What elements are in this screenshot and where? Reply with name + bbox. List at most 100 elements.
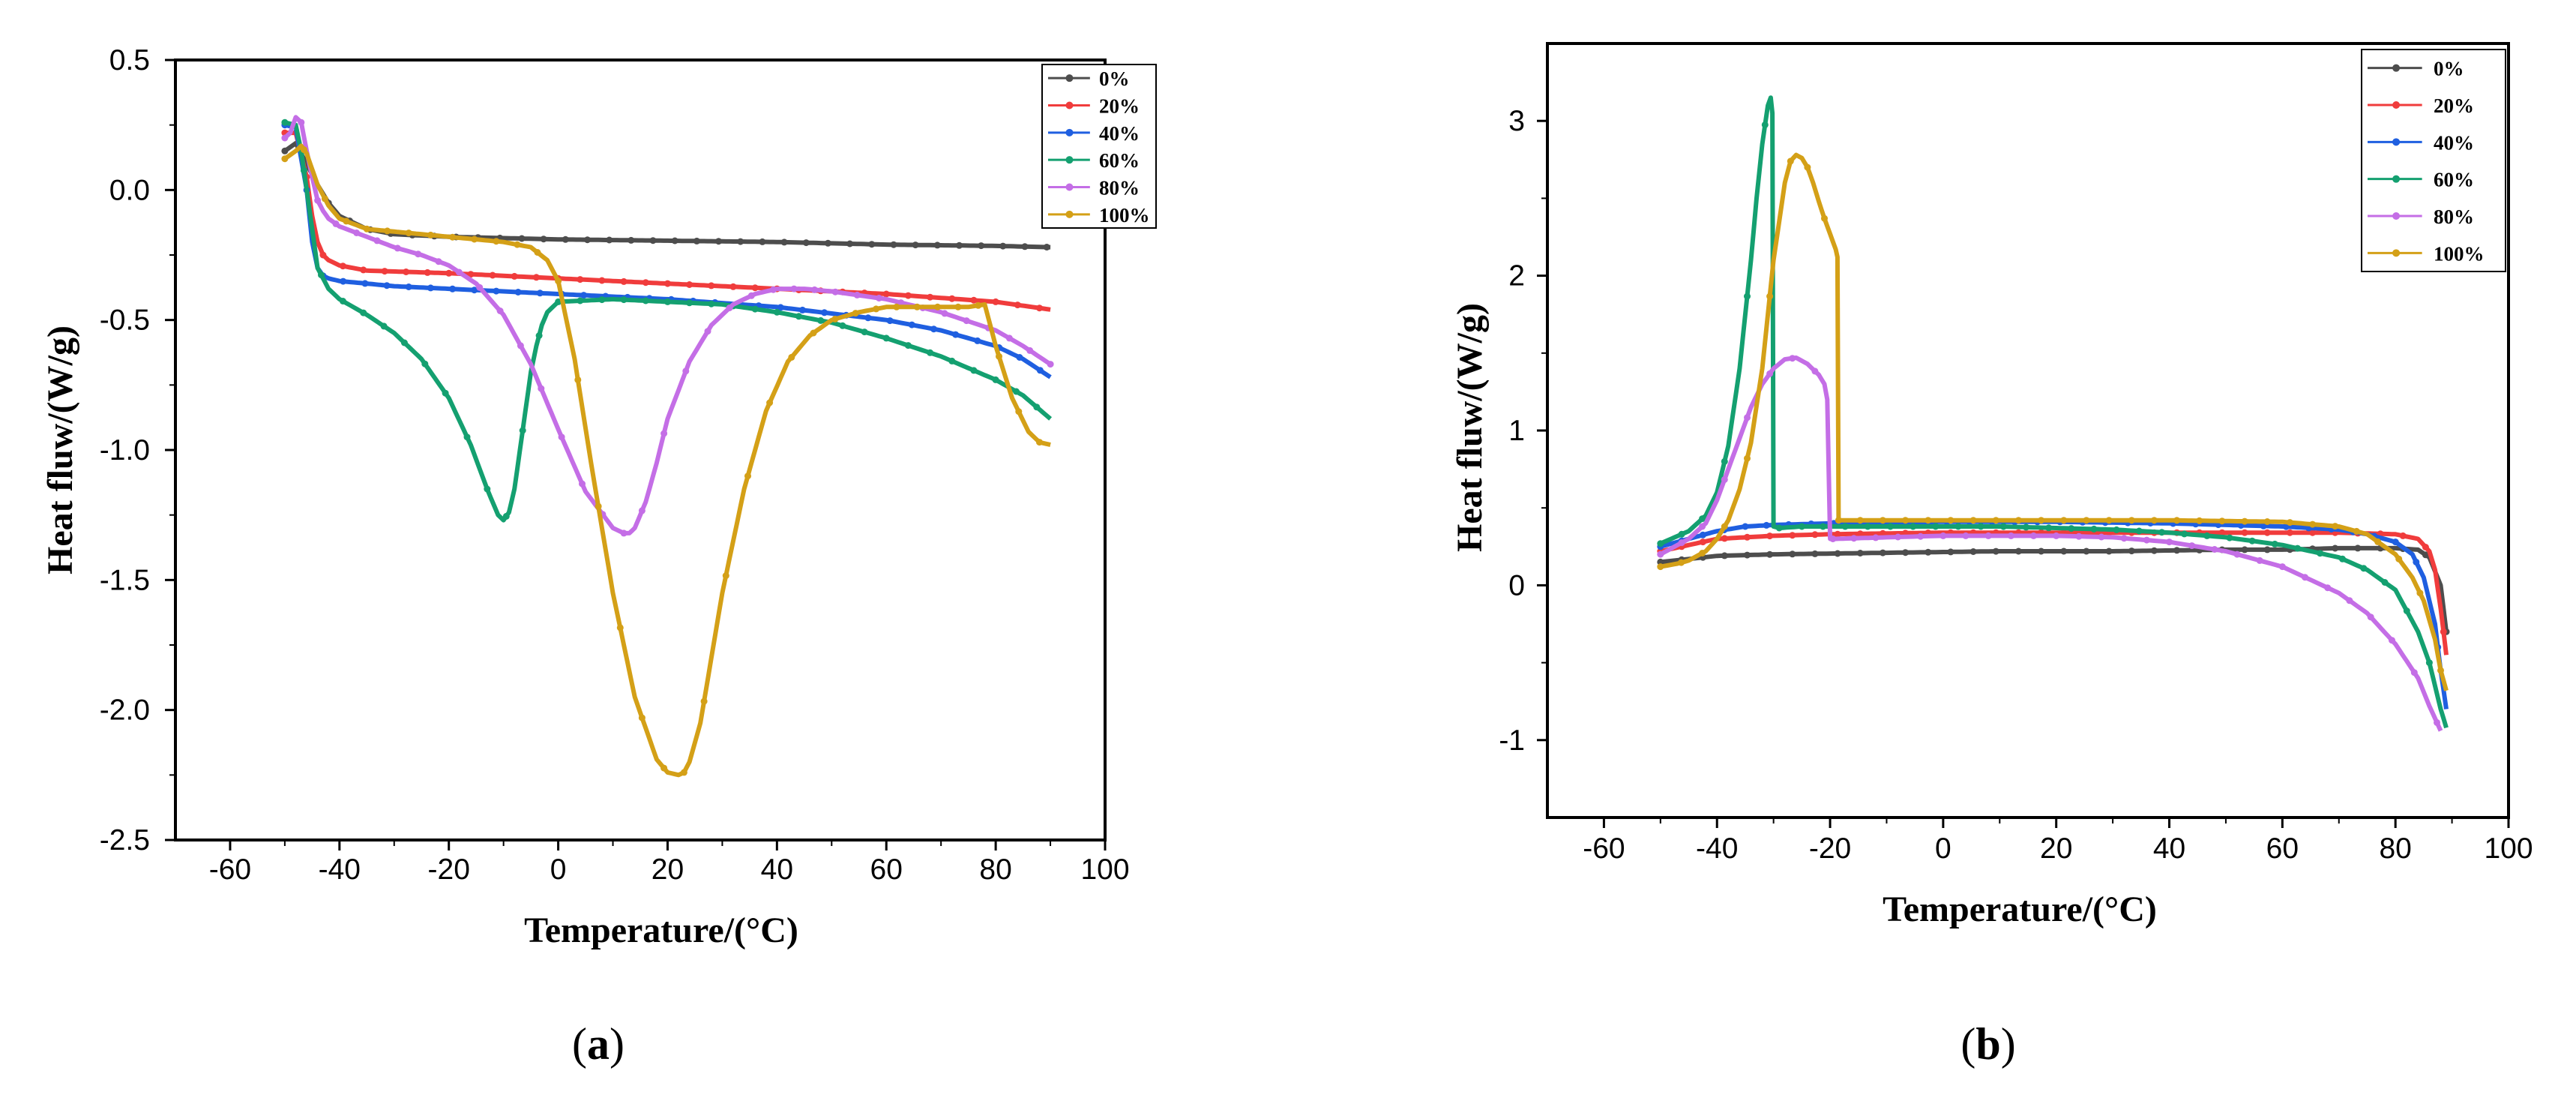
- series-point: [2166, 538, 2173, 546]
- series-point: [992, 298, 999, 305]
- series-point: [846, 240, 854, 248]
- x-tick-label: -20: [1809, 832, 1851, 865]
- series-point: [353, 230, 361, 236]
- series-point: [400, 339, 408, 346]
- series-point: [686, 299, 693, 307]
- series-point: [2143, 536, 2150, 544]
- series-0pct: [281, 140, 1051, 250]
- series-point: [886, 317, 894, 325]
- series-point: [2173, 517, 2181, 524]
- series-point: [1820, 523, 1827, 530]
- series-point: [1879, 549, 1886, 556]
- series-point: [562, 236, 569, 243]
- chart-b-ticks: -60 -40 -20 0 20 40 60 80 100 3 2 1 0 -1: [1499, 105, 2533, 865]
- series-point: [1804, 164, 1811, 171]
- series-point: [1657, 563, 1664, 571]
- series-point: [493, 238, 500, 245]
- legend-label: 100%: [1099, 204, 1150, 226]
- series-point: [2038, 548, 2045, 555]
- series-point: [319, 251, 327, 259]
- series-point: [1856, 517, 1864, 524]
- series-point: [2075, 532, 2083, 540]
- series-point: [913, 303, 921, 310]
- series-point: [1678, 530, 1685, 538]
- legend-label: 100%: [2434, 242, 2485, 265]
- series-point: [2105, 548, 2113, 555]
- series-point: [704, 328, 711, 335]
- series-point: [403, 268, 410, 275]
- series-point: [281, 147, 289, 154]
- series-point: [1721, 476, 1728, 483]
- series-point: [927, 349, 934, 356]
- series-point: [996, 352, 1002, 360]
- series-point: [2309, 529, 2317, 536]
- series-100pct: [1657, 152, 2449, 692]
- series-point: [2256, 556, 2263, 564]
- series-point: [882, 334, 890, 342]
- series-point: [449, 285, 457, 292]
- series-point: [638, 714, 645, 722]
- series-point: [864, 314, 872, 322]
- series-point: [1721, 523, 1728, 530]
- series-point: [1834, 530, 1841, 538]
- series-point: [2113, 526, 2120, 533]
- series-point: [496, 308, 504, 314]
- series-point: [511, 272, 518, 280]
- series-point: [1744, 454, 1751, 462]
- series-point: [1014, 302, 1021, 309]
- series-point: [904, 342, 912, 350]
- legend-label: 0%: [1099, 68, 1130, 90]
- series-point: [2014, 548, 2022, 555]
- series-point: [2403, 608, 2410, 614]
- series-point: [1016, 354, 1023, 361]
- series-point: [1657, 558, 1664, 566]
- series-point: [405, 230, 412, 237]
- series-point: [620, 530, 628, 537]
- y-tick-label: -1.5: [100, 564, 150, 596]
- series-point: [780, 238, 788, 246]
- series-line: [1660, 152, 2449, 692]
- series-point: [686, 281, 693, 288]
- series-point: [1954, 523, 1962, 530]
- series-point: [1856, 550, 1864, 556]
- x-tick-label: 20: [651, 854, 684, 886]
- series-100pct: [281, 143, 1051, 778]
- series-point: [300, 166, 307, 174]
- series-point: [2196, 517, 2203, 524]
- series-point: [1789, 550, 1796, 558]
- series-point: [535, 332, 543, 339]
- series-point: [579, 480, 586, 488]
- series-point: [2128, 548, 2135, 555]
- series-point: [708, 282, 715, 290]
- series-point: [2203, 532, 2211, 539]
- y-tick-label: 0: [1508, 569, 1525, 602]
- series-point: [890, 241, 897, 248]
- series-point: [751, 284, 759, 292]
- series-point: [2437, 667, 2444, 674]
- series-point: [751, 305, 759, 313]
- series-point: [882, 290, 890, 298]
- y-tick-label: -1: [1499, 724, 1525, 757]
- series-point: [1742, 523, 1749, 530]
- y-tick-label: 2: [1508, 260, 1525, 292]
- series-point: [1811, 550, 1819, 557]
- series-point: [2339, 555, 2346, 562]
- series-point: [2410, 669, 2418, 676]
- panel-label-a: (a): [572, 1019, 625, 1069]
- x-tick-label: -60: [209, 854, 251, 886]
- series-point: [726, 304, 733, 311]
- series-point: [811, 286, 818, 293]
- series-point: [802, 239, 810, 247]
- series-point: [770, 286, 777, 293]
- series-point: [518, 235, 526, 242]
- panel-label-a-close: ): [610, 1019, 625, 1069]
- series-point: [363, 225, 370, 232]
- series-point: [777, 304, 784, 311]
- series-point: [708, 300, 715, 308]
- series-point: [2374, 538, 2382, 545]
- series-point: [1787, 158, 1794, 165]
- x-tick-label: 20: [2040, 832, 2072, 865]
- series-point: [2150, 547, 2158, 554]
- x-tick-label: 80: [2379, 832, 2411, 865]
- y-tick-label: 3: [1508, 105, 1525, 137]
